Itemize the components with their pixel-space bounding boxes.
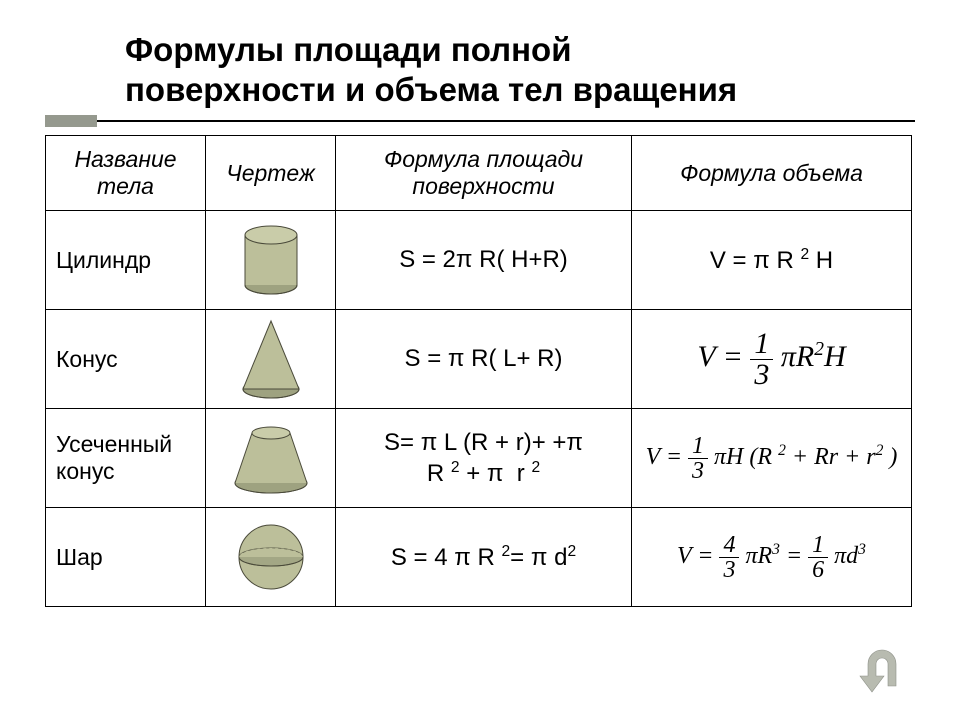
slide-title: Формулы площади полной поверхности и объ…: [45, 30, 915, 109]
table-header-row: Название тела Чертеж Формула площади пов…: [46, 136, 912, 211]
row-cone: Конус S = π R( L+ R) V = 13 πR2H: [46, 310, 912, 409]
sphere-icon: [231, 517, 311, 597]
cone-icon: [231, 315, 311, 403]
cylinder-surface: S = 2π R( H+R): [336, 211, 632, 310]
row-frustum: Усеченный конус S= π L (R + r)+ +πR 2 + …: [46, 409, 912, 508]
sphere-surface: S = 4 π R 2= π d2: [336, 508, 632, 607]
frustum-name: Усеченный конус: [46, 409, 206, 508]
sphere-drawing: [206, 508, 336, 607]
frustum-volume: V = 13 πH (R 2 + Rr + r2 ): [632, 409, 912, 508]
cylinder-drawing: [206, 211, 336, 310]
rule-accent: [45, 115, 97, 127]
cone-name: Конус: [46, 310, 206, 409]
cylinder-icon: [236, 221, 306, 299]
col-surface-header: Формула площади поверхности: [336, 136, 632, 211]
cylinder-name: Цилиндр: [46, 211, 206, 310]
frustum-drawing: [206, 409, 336, 508]
title-line1: Формулы площади полной: [125, 30, 915, 70]
cylinder-volume: V = π R 2 H: [632, 211, 912, 310]
back-button[interactable]: [852, 644, 912, 698]
col-name-header: Название тела: [46, 136, 206, 211]
cone-volume: V = 13 πR2H: [632, 310, 912, 409]
col-volume-header: Формула объема: [632, 136, 912, 211]
row-sphere: Шар S = 4 π R 2= π d2 V = 43 πR3 = 16 πd…: [46, 508, 912, 607]
u-turn-icon: [854, 646, 910, 696]
sphere-name: Шар: [46, 508, 206, 607]
title-line2: поверхности и объема тел вращения: [125, 70, 915, 110]
title-rule: [45, 115, 915, 127]
cone-drawing: [206, 310, 336, 409]
col-drawing-header: Чертеж: [206, 136, 336, 211]
frustum-icon: [225, 419, 317, 497]
rule-line: [97, 120, 915, 122]
sphere-volume: V = 43 πR3 = 16 πd3: [632, 508, 912, 607]
formula-table: Название тела Чертеж Формула площади пов…: [45, 135, 912, 607]
cone-surface: S = π R( L+ R): [336, 310, 632, 409]
row-cylinder: Цилиндр S = 2π R( H+R) V = π R 2 H: [46, 211, 912, 310]
frustum-surface: S= π L (R + r)+ +πR 2 + π r 2: [336, 409, 632, 508]
